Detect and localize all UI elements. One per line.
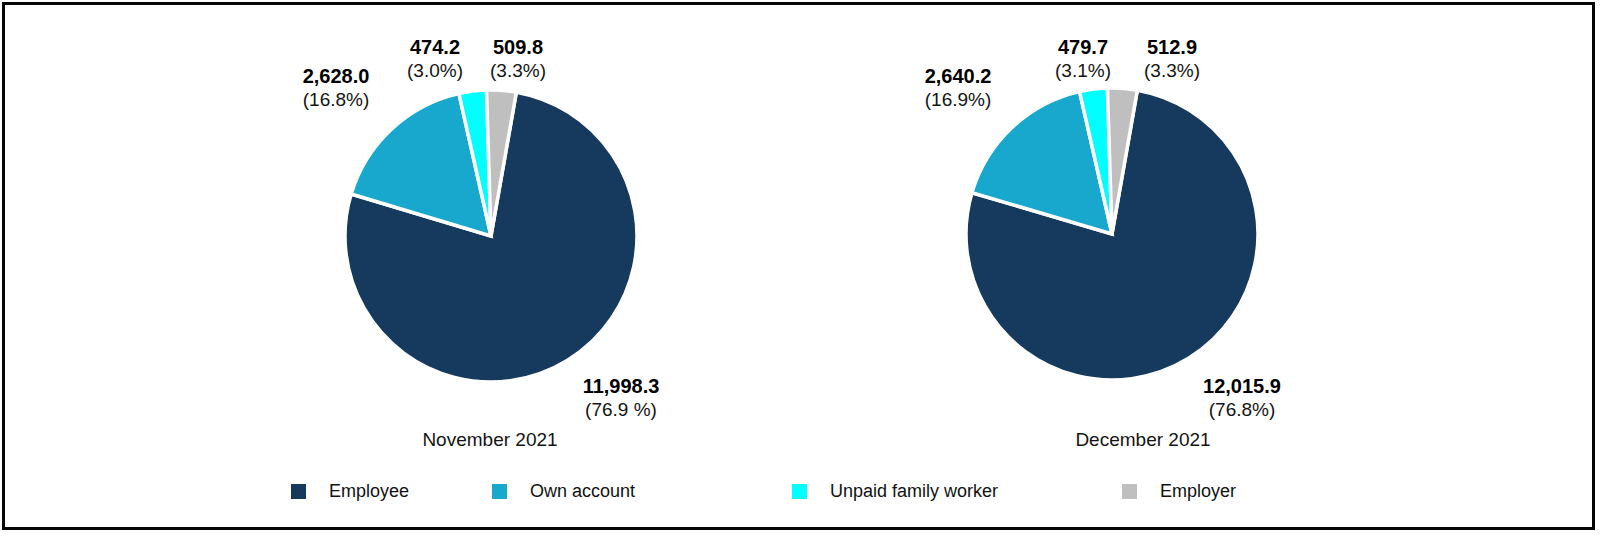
legend-item-employee: Employee (291, 481, 409, 501)
label-employer-pct: (3.3%) (1092, 59, 1252, 82)
chart-title-november: November 2021 (370, 429, 610, 451)
label-employee-pct: (76.8%) (1162, 398, 1322, 421)
label-employee-value: 12,015.9 (1162, 375, 1322, 398)
label-employee-value: 11,998.3 (541, 375, 701, 398)
label-employee-pct: (76.9 %) (541, 398, 701, 421)
chart-title-december: December 2021 (1023, 429, 1263, 451)
legend-swatch-unpaid-family-worker (792, 484, 807, 499)
chart-frame: 2,628.0 (16.8%) 474.2 (3.0%) 509.8 (3.3%… (2, 2, 1595, 530)
legend-item-own-account: Own account (492, 481, 635, 501)
label-employee: 11,998.3 (76.9 %) (541, 375, 701, 421)
legend-item-employer: Employer (1122, 481, 1236, 501)
label-employer: 512.9 (3.3%) (1092, 36, 1252, 82)
label-employer-pct: (3.3%) (438, 59, 598, 82)
label-own-account-pct: (16.9%) (878, 88, 1038, 111)
label-own-account-pct: (16.8%) (256, 88, 416, 111)
pie-november (331, 76, 651, 396)
pie-december (952, 74, 1272, 394)
legend-label-employer: Employer (1160, 481, 1236, 502)
legend-swatch-employee (291, 484, 306, 499)
screenshot-canvas: 2,628.0 (16.8%) 474.2 (3.0%) 509.8 (3.3%… (0, 0, 1600, 537)
label-employer-value: 509.8 (438, 36, 598, 59)
legend-label-own-account: Own account (530, 481, 635, 502)
legend-label-employee: Employee (329, 481, 409, 502)
label-employer-value: 512.9 (1092, 36, 1252, 59)
legend-swatch-own-account (492, 484, 507, 499)
legend-item-unpaid-family-worker: Unpaid family worker (792, 481, 998, 501)
legend-label-unpaid-family-worker: Unpaid family worker (830, 481, 998, 502)
label-employee: 12,015.9 (76.8%) (1162, 375, 1322, 421)
label-employer: 509.8 (3.3%) (438, 36, 598, 82)
legend-swatch-employer (1122, 484, 1137, 499)
